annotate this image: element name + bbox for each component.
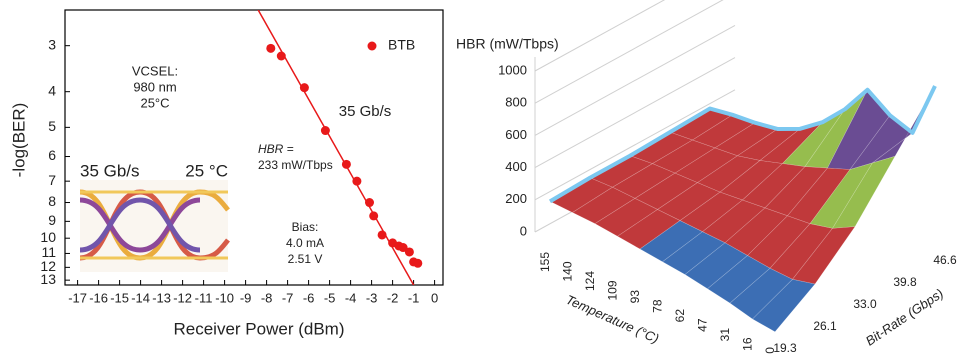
x-tick-label: -13 [152,290,171,305]
x-tick-label: -17 [68,290,87,305]
y-tick-label: 46.6 [933,253,957,267]
z-tick-label: 600 [505,127,527,142]
y-tick-label: 5 [48,118,56,134]
y-tick-label: 8 [48,193,56,209]
data-point [413,259,422,268]
x-tick-label: -5 [324,290,336,305]
x-tick-label: -15 [110,290,129,305]
annotation: HBR = [258,142,294,156]
page: -17-16-15-14-13-12-11-10-9-8-7-6-5-4-3-2… [0,0,960,355]
z-tick-label: 0 [520,223,527,238]
x-tick-label: -6 [303,290,315,305]
x-tick-label: -9 [240,290,252,305]
y-tick-label: 19.3 [773,341,797,355]
data-point [378,230,387,239]
legend-label: BTB [388,37,415,53]
x-tick-label: 78 [651,299,665,313]
x-tick-label: -4 [345,290,357,305]
x-tick-label: 124 [583,271,597,291]
y-axis-title: -log(BER) [9,103,28,178]
y-tick-label: 33.0 [853,297,877,311]
data-point [266,44,275,53]
x-tick-label: 155 [538,252,552,272]
legend-marker [368,42,377,51]
data-point [365,198,374,207]
data-point [352,177,361,186]
x-tick-label: -16 [89,290,108,305]
x-tick-label: 109 [606,280,620,300]
data-point [405,247,414,256]
y-tick-label: 4 [48,82,56,98]
data-point [300,83,309,92]
x-tick-label: 0 [431,290,438,305]
x-tick-label: -11 [195,290,213,305]
y-tick-label: 39.8 [893,275,917,289]
annotation: VCSEL: [132,63,178,78]
z-tick-label: 1000 [498,62,527,77]
figure: -17-16-15-14-13-12-11-10-9-8-7-6-5-4-3-2… [0,0,960,355]
eye-inset [80,180,228,272]
annotation: 233 mW/Tbps [258,158,333,172]
data-point [369,211,378,220]
data-point [277,52,286,61]
annotation: 2.51 V [288,252,323,266]
surface-chart: 0 200 400 600 800 1000 HBR (mW/Tbps) 155 140 124 1… [456,0,957,355]
data-point [321,126,330,135]
z-tick-label: 400 [505,159,527,174]
x-axis-title: Receiver Power (dBm) [174,319,345,338]
annotation: 4.0 mA [286,236,324,250]
annotation: 25°C [140,95,169,110]
y-tick-label: 6 [48,147,56,163]
x-tick-label: -7 [282,290,294,305]
y-tick-label: 9 [48,212,56,228]
z-tick-label: 200 [505,191,527,206]
x-tick-label: -12 [173,290,192,305]
x-tick-label: 93 [628,290,642,304]
x-tick-label: -3 [366,290,378,305]
z-tick-label: 800 [505,95,527,110]
data-point [342,160,351,169]
annotation: 35 Gb/s [339,103,392,120]
y-tick-label: 7 [48,172,56,188]
y-axis-title: Bit-Rate (Gbps) [863,286,946,349]
inset-label: 25 °C [185,161,228,180]
y-tick-label: 26.1 [813,319,837,333]
grid-line [535,0,735,71]
y-tick-label: 13 [40,271,56,287]
x-tick-label: -8 [261,290,273,305]
x-tick-label: 62 [673,309,687,323]
y-tick-label: 10 [40,229,56,245]
inset-label: 35 Gb/s [80,161,140,180]
x-tick-label: 140 [561,261,575,281]
x-tick-label: 31 [718,328,732,342]
x-tick-label: -2 [387,290,399,305]
x-tick-label: 47 [696,318,710,332]
x-tick-label: -14 [131,290,150,305]
y-tick-label: 3 [48,36,56,52]
annotation: 980 nm [133,79,176,94]
ber-chart: -17-16-15-14-13-12-11-10-9-8-7-6-5-4-3-2… [9,10,438,338]
annotation: Bias: [292,220,319,234]
x-tick-label: -10 [215,290,234,305]
x-tick-label: 16 [741,337,755,351]
x-tick-label: -1 [408,290,420,305]
z-axis-title: HBR (mW/Tbps) [456,36,559,52]
